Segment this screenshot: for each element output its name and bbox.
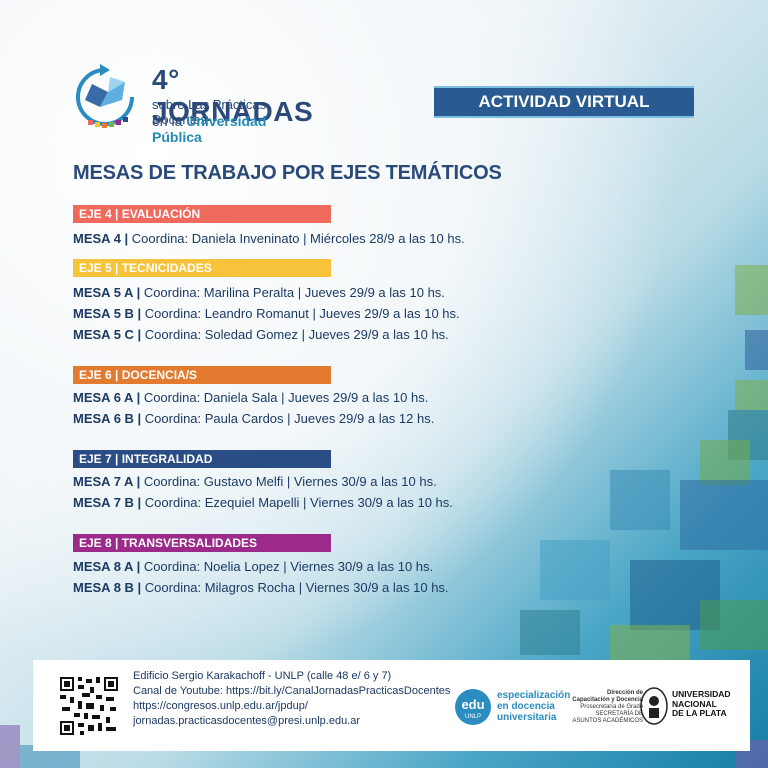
eje-header: EJE 6 | DOCENCIA/S: [73, 366, 331, 384]
unlp-seal-icon: [640, 687, 668, 725]
event-subtitle-2: en la Universidad Pública: [152, 113, 267, 145]
unlp-line-1: UNIVERSIDAD: [672, 689, 731, 699]
edu-line-1: especialización: [497, 690, 571, 701]
eje-header: EJE 7 | INTEGRALIDAD: [73, 450, 331, 468]
eje-header: EJE 4 | EVALUACIÓN: [73, 205, 331, 223]
mesa-row: MESA 6 A | Coordina: Daniela Sala | Juev…: [73, 390, 429, 405]
address-text: Edificio Sergio Karakachoff - UNLP (call…: [133, 670, 392, 682]
email-link[interactable]: jornadas.practicasdocentes@presi.unlp.ed…: [133, 715, 361, 727]
mesa-row: MESA 5 A | Coordina: Marilina Peralta | …: [73, 285, 445, 300]
eje-header: EJE 8 | TRANSVERSALIDADES: [73, 534, 331, 552]
unlp-line-3: DE LA PLATA: [672, 708, 727, 718]
edu-line-3: universitaria: [497, 712, 557, 723]
youtube-link[interactable]: Canal de Youtube: https://bit.ly/CanalJo…: [133, 685, 451, 697]
dir-line-2: Capacitación y Docencia: [572, 697, 643, 703]
mesa-row: MESA 5 C | Coordina: Soledad Gomez | Jue…: [73, 327, 449, 342]
mesa-row: MESA 8 B | Coordina: Milagros Rocha | Vi…: [73, 580, 449, 595]
unlp-logo: UNIVERSIDAD NACIONAL DE LA PLATA: [640, 682, 745, 732]
dir-line-5: ASUNTOS ACADÉMICOS: [572, 718, 643, 724]
mesa-row: MESA 5 B | Coordina: Leandro Romanut | J…: [73, 306, 460, 321]
qr-code-icon: [58, 675, 120, 737]
edu-logo: edu UNLP especialización en docencia uni…: [453, 685, 573, 735]
svg-text:UNLP: UNLP: [465, 714, 481, 720]
event-title: 4° JORNADAS: [152, 64, 314, 127]
dir-line-3: Prosecretaría de Grado: [580, 704, 643, 710]
website-link[interactable]: https://congresos.unlp.edu.ar/jpdup/: [133, 700, 308, 712]
edu-badge-icon: edu UNLP: [455, 689, 491, 725]
edu-line-2: en docencia: [497, 701, 555, 712]
event-logo: 4° JORNADAS sobre Las Prácticas Docentes…: [70, 62, 320, 145]
footer-info: Edificio Sergio Karakachoff - UNLP (call…: [133, 669, 450, 729]
unlp-line-2: NACIONAL: [672, 698, 717, 709]
footer: Edificio Sergio Karakachoff - UNLP (call…: [33, 660, 750, 751]
mesa-row: MESA 7 A | Coordina: Gustavo Melfi | Vie…: [73, 474, 437, 489]
direccion-logo: Dirección de Capacitación y Docencia Pro…: [568, 690, 643, 730]
svg-text:edu: edu: [461, 697, 484, 712]
book-arrow-icon: [76, 64, 134, 128]
page-heading: MESAS DE TRABAJO POR EJES TEMÁTICOS: [73, 162, 502, 184]
event-subtitle: sobre Las Prácticas Docentes: [152, 97, 267, 127]
virtual-activity-badge: ACTIVIDAD VIRTUAL: [434, 86, 694, 118]
eje-header: EJE 5 | TECNICIDADES: [73, 259, 331, 277]
mesa-row: MESA 4 | Coordina: Daniela Inveninato | …: [73, 231, 465, 246]
mesa-row: MESA 8 A | Coordina: Noelia Lopez | Vier…: [73, 559, 434, 574]
mesa-row: MESA 6 B | Coordina: Paula Cardos | Juev…: [73, 411, 435, 426]
dir-line-4: SECRETARÍA DE: [595, 711, 643, 717]
dir-line-1: Dirección de: [606, 690, 643, 696]
mesa-row: MESA 7 B | Coordina: Ezequiel Mapelli | …: [73, 495, 453, 510]
